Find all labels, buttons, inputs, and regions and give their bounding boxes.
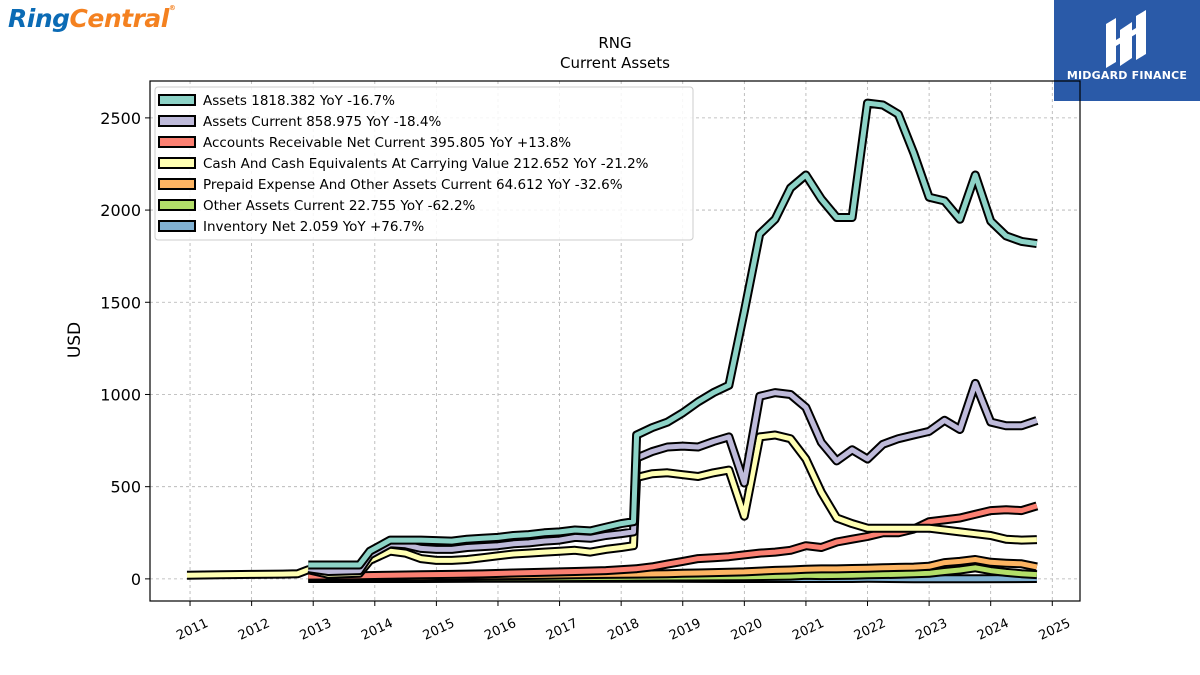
legend-entry: Assets Current 858.975 YoY -18.4% xyxy=(203,114,442,130)
x-tick-label: 2018 xyxy=(606,616,642,644)
series-lines xyxy=(186,98,1039,584)
x-tick-label: 2023 xyxy=(913,616,949,644)
legend-swatch xyxy=(158,220,196,232)
legend: Assets 1818.382 YoY -16.7% Assets Current… xyxy=(154,86,694,241)
legend-swatch xyxy=(158,94,196,106)
x-axis-ticks: 2011 2012 2013 2014 2015 2016 2017 2018 2019 2020… xyxy=(174,601,1073,644)
series-outline-cash-and-cash-equivalents-at-carrying-value xyxy=(186,430,1038,580)
y-tick-label: 0 xyxy=(131,570,141,589)
y-axis-label: USD xyxy=(65,322,85,358)
legend-entry: Other Assets Current 22.755 YoY -62.2% xyxy=(203,198,476,214)
x-tick-label: 2021 xyxy=(790,616,826,644)
ringcentral-logo: RingCentral® xyxy=(8,4,176,33)
x-tick-label: 2020 xyxy=(729,616,765,644)
y-axis-ticks: 0 500 1000 1500 2000 2500 xyxy=(100,109,150,589)
legend-entry: Inventory Net 2.059 YoY +76.7% xyxy=(203,219,424,235)
series-line-cash-and-cash-equivalents-at-carrying-value xyxy=(186,432,1037,578)
chart-title: RNG xyxy=(598,34,631,52)
x-tick-label: 2014 xyxy=(359,616,395,644)
chart-subtitle: Current Assets xyxy=(560,54,670,72)
midgard-finance-logo: MIDGARD FINANCE xyxy=(1054,0,1200,101)
y-tick-label: 1500 xyxy=(100,293,141,312)
x-tick-label: 2011 xyxy=(174,616,210,644)
y-tick-label: 2000 xyxy=(100,201,141,220)
x-tick-label: 2022 xyxy=(852,616,888,644)
x-tick-label: 2015 xyxy=(421,616,457,644)
x-tick-label: 2019 xyxy=(667,616,703,644)
legend-swatch xyxy=(158,136,196,148)
legend-entry: Accounts Receivable Net Current 395.805 … xyxy=(203,135,571,151)
legend-entry: Assets 1818.382 YoY -16.7% xyxy=(203,93,395,109)
x-tick-label: 2025 xyxy=(1037,616,1073,644)
x-tick-label: 2016 xyxy=(482,616,518,644)
legend-entry: Cash And Cash Equivalents At Carrying Va… xyxy=(203,156,649,172)
x-tick-label: 2017 xyxy=(544,616,580,644)
y-tick-label: 1000 xyxy=(100,385,141,404)
legend-swatch xyxy=(158,115,196,127)
series-line-assets-current xyxy=(307,380,1038,574)
series-line-accounts-receivable-net-current xyxy=(308,503,1038,579)
y-tick-label: 500 xyxy=(110,478,141,497)
legend-swatch xyxy=(158,199,196,211)
midgard-finance-text: MIDGARD FINANCE xyxy=(1066,69,1188,82)
x-tick-label: 2013 xyxy=(298,616,334,644)
midgard-emblem-icon xyxy=(1106,10,1146,68)
legend-swatch xyxy=(158,157,196,169)
x-tick-label: 2012 xyxy=(236,616,272,644)
plot-frame xyxy=(149,80,1081,602)
legend-entry: Prepaid Expense And Other Assets Current… xyxy=(203,177,623,193)
legend-box xyxy=(154,86,694,241)
x-tick-label: 2024 xyxy=(975,616,1011,644)
series-line-assets xyxy=(308,100,1038,568)
y-tick-label: 2500 xyxy=(100,109,141,128)
legend-swatch xyxy=(158,178,196,190)
